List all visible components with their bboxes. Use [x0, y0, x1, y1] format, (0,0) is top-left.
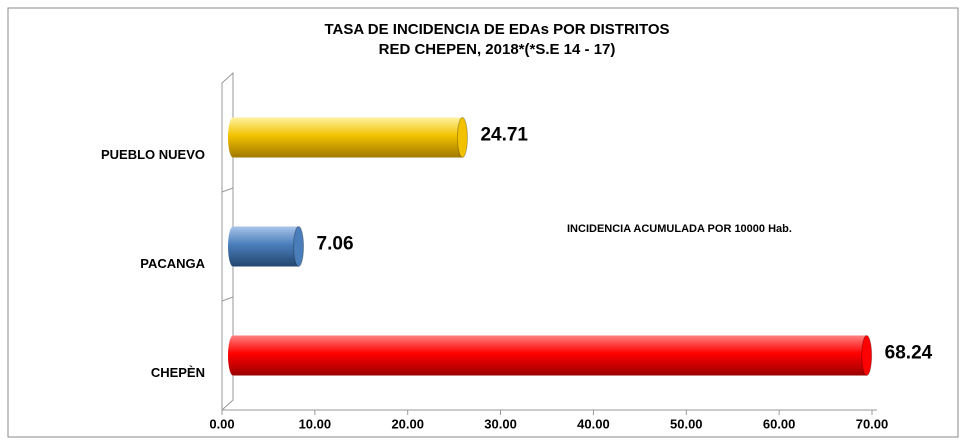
- x-tick-label: 60.00: [763, 416, 796, 431]
- chart-title: TASA DE INCIDENCIA DE EDAs POR DISTRITOS: [324, 21, 669, 38]
- y-tick: [221, 187, 234, 193]
- bar-cap: [861, 335, 873, 376]
- data-label: 68.24: [885, 343, 933, 364]
- bar: [228, 226, 305, 267]
- bar-cap: [456, 117, 468, 158]
- x-tick-label: 40.00: [577, 416, 610, 431]
- annotation: INCIDENCIA ACUMULADA POR 10000 Hab.: [567, 223, 792, 235]
- bar-body: [233, 226, 299, 267]
- y-tick-label: PACANGA: [140, 256, 205, 271]
- bar-cap: [293, 226, 305, 267]
- bar: [228, 335, 873, 376]
- bar-body: [233, 117, 463, 158]
- x-tick-label: 70.00: [856, 416, 889, 431]
- bar-start: [228, 117, 238, 158]
- x-tick-label: 50.00: [670, 416, 703, 431]
- x-tick-label: 0.00: [209, 416, 234, 431]
- y-tick: [221, 296, 234, 302]
- x-tick-label: 30.00: [484, 416, 517, 431]
- bar-body: [233, 335, 867, 376]
- x-tick-label: 10.00: [299, 416, 332, 431]
- bar-start: [228, 226, 238, 267]
- y-tick-label: CHEPÈN: [151, 365, 205, 380]
- bar-start: [228, 335, 238, 376]
- x-tick-label: 20.00: [391, 416, 424, 431]
- data-label: 24.71: [480, 125, 528, 146]
- y-tick-label: PUEBLO NUEVO: [101, 147, 205, 162]
- chart-subtitle: RED CHEPEN, 2018*(*S.E 14 - 17): [379, 41, 616, 58]
- bar: [228, 117, 468, 158]
- data-label: 7.06: [317, 234, 354, 255]
